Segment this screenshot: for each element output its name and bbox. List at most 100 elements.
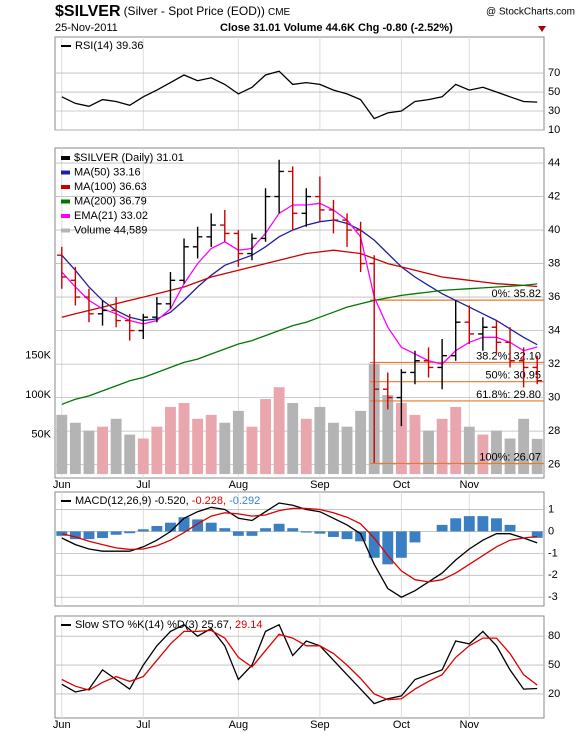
legend-label: Slow STO %K(14) %D(3) 25.67,	[75, 619, 232, 631]
volume-bar	[219, 422, 231, 475]
ohlc-bar	[97, 300, 108, 326]
level-label: 38.2%: 32.10	[476, 350, 541, 362]
volume-bar	[178, 403, 190, 475]
volume-bar	[341, 426, 353, 475]
ohlc-bar	[464, 305, 475, 344]
volume-bar	[192, 418, 204, 475]
y-tick-label: 30	[548, 392, 560, 404]
volume-bar	[409, 414, 421, 475]
panel	[54, 147, 545, 479]
series-line	[61, 219, 538, 346]
histogram-bar	[260, 528, 271, 532]
y-tick-label: -3	[548, 591, 558, 603]
ohlc-bar	[410, 350, 420, 385]
quote: Close 31.01 Volume 44.6K Chg -0.80 (-2.5…	[220, 22, 453, 34]
ohlc-bar	[437, 338, 447, 390]
ohlc-bar	[518, 347, 529, 388]
y-tick-label: 50	[548, 659, 560, 671]
volume-bar	[423, 430, 434, 475]
exchange: CME	[268, 7, 291, 18]
volume-bar	[300, 418, 312, 475]
ohlc-bar	[287, 166, 298, 231]
y-tick-label: 20	[548, 688, 560, 700]
ohlc-bar	[423, 347, 434, 378]
y-tick-label: 36	[548, 291, 560, 303]
histogram-bar	[205, 522, 217, 532]
y-tick-label: 38	[548, 257, 560, 269]
histogram-bar	[368, 531, 380, 558]
panel	[54, 615, 545, 719]
ohlc-bar	[165, 271, 176, 309]
source: @ StockCharts.com	[486, 7, 575, 18]
ohlc-bar	[152, 297, 162, 323]
histogram-bar	[124, 531, 136, 534]
legend-swatch	[61, 185, 70, 189]
symbol: $SILVER	[55, 3, 121, 20]
volume-bar	[491, 430, 502, 475]
volume-bar	[314, 406, 326, 475]
y-tick-label: 44	[548, 157, 560, 169]
series-line	[61, 629, 538, 701]
histogram-bar	[83, 531, 95, 540]
x-tick-label: Aug	[229, 479, 249, 491]
level-label: 50%: 30.95	[485, 370, 541, 382]
ohlc-bar	[220, 209, 230, 242]
ohlc-bar	[57, 246, 67, 289]
volume-bar	[124, 434, 136, 475]
volume: Volume 44.6K	[284, 22, 355, 34]
x-tick-label: Oct	[393, 479, 410, 491]
legend-swatch	[61, 214, 70, 218]
ohlc-bar	[328, 199, 339, 234]
volume-bar	[355, 410, 367, 475]
legend-label: -0.292	[229, 495, 260, 507]
legend-label: MA(100) 36.63	[74, 181, 147, 193]
ohlc-bar	[355, 221, 366, 272]
legend-label: $SILVER (Daily) 31.01	[74, 152, 184, 164]
histogram-bar	[341, 531, 353, 540]
legend-swatch	[61, 170, 70, 175]
histogram-bar	[137, 529, 149, 532]
y-tick-label: 34	[548, 324, 560, 336]
histogram-bar	[531, 531, 543, 538]
y-tick-label: 42	[548, 190, 560, 202]
volume-bar	[382, 395, 394, 475]
ohlc-bar	[84, 288, 94, 323]
ohlc-bar	[192, 226, 203, 259]
histogram-bar	[477, 516, 489, 532]
histogram-bar	[287, 528, 299, 532]
volume-bar	[83, 430, 95, 475]
x-tick-label: Sep	[310, 719, 330, 731]
histogram-bar	[165, 522, 176, 532]
ohlc-bar	[342, 213, 352, 247]
volume-bar	[260, 399, 271, 475]
volume-bar	[436, 418, 448, 475]
volume-bar	[531, 438, 543, 475]
description: (Silver - Spot Price (EOD))	[124, 4, 265, 18]
histogram-bar	[192, 519, 204, 532]
volume-bar	[205, 414, 217, 475]
y-tick-label: 40	[548, 224, 560, 236]
x-tick-label: Jun	[53, 719, 71, 731]
histogram-bar	[450, 518, 462, 532]
series-line	[61, 202, 538, 365]
volume-tick-label: 50K	[31, 428, 51, 440]
volume-bar	[450, 406, 462, 475]
ohlc-bar	[532, 355, 542, 385]
ohlc-bar	[491, 320, 502, 355]
histogram-bar	[273, 523, 285, 532]
y-tick-label: 26	[548, 459, 560, 471]
ohlc-bar	[138, 313, 149, 339]
ohlc-bar	[315, 176, 325, 222]
y-tick-label: 32	[548, 358, 560, 370]
x-tick-label: Jul	[136, 719, 150, 731]
y-tick-label: 28	[548, 425, 560, 437]
change: Chg -0.80 (-2.52%)	[358, 22, 453, 34]
legend-label: 29.14	[235, 619, 263, 631]
volume-bar	[110, 418, 122, 475]
level-label: 61.8%: 29.80	[476, 389, 541, 401]
x-tick-label: Sep	[310, 479, 330, 491]
histogram-bar	[382, 531, 394, 565]
volume-tick-label: 150K	[25, 350, 51, 362]
